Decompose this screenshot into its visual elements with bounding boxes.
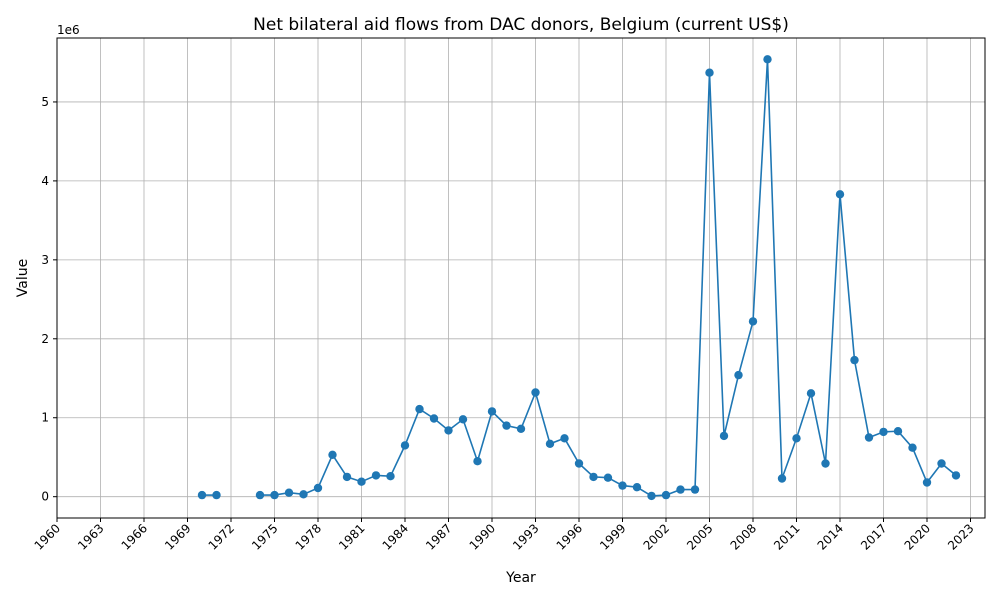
data-point — [937, 459, 946, 468]
x-tick-label: 1996 — [554, 521, 585, 552]
data-point — [748, 317, 758, 326]
grid-lines — [56, 38, 985, 518]
data-point — [893, 427, 903, 436]
series-line — [260, 59, 957, 497]
x-tick-label: 1963 — [75, 521, 106, 552]
data-point — [821, 459, 830, 468]
data-point — [545, 439, 555, 448]
y-tick-label: 2 — [41, 332, 49, 346]
x-tick-label: 1978 — [293, 521, 324, 552]
x-tick-label: 1972 — [206, 521, 237, 552]
data-point — [676, 485, 685, 494]
data-point — [197, 490, 207, 500]
x-tick-label: 1990 — [467, 521, 498, 552]
x-tick-label: 2014 — [815, 521, 846, 552]
data-point — [661, 490, 671, 500]
x-tick-label: 1975 — [249, 521, 280, 552]
y-tick-label: 5 — [41, 95, 49, 109]
x-tick-label: 2017 — [858, 521, 889, 552]
data-point — [864, 433, 874, 442]
data-point — [270, 490, 279, 500]
data-point — [603, 473, 613, 482]
data-point — [400, 441, 410, 450]
data-point — [473, 457, 482, 466]
x-tick-label: 1960 — [32, 521, 63, 552]
x-tick-label: 1993 — [510, 521, 541, 552]
data-point — [531, 388, 540, 397]
data-point — [444, 426, 453, 435]
data-point — [255, 490, 265, 500]
data-point — [284, 488, 294, 497]
data-point — [386, 472, 395, 481]
data-point — [371, 471, 381, 480]
data-point — [879, 427, 888, 437]
data-point — [951, 471, 961, 480]
x-tick-label: 2008 — [728, 521, 759, 552]
data-point — [618, 481, 627, 490]
data-point — [792, 434, 801, 443]
data-point — [690, 485, 700, 494]
data-point — [458, 415, 468, 424]
y-tick-label: 3 — [41, 253, 49, 267]
x-tick-label: 1966 — [119, 521, 150, 552]
y-axis-label: Value — [15, 259, 31, 297]
x-tick-label: 2011 — [771, 521, 802, 552]
data-point — [734, 370, 743, 380]
data-point — [429, 414, 439, 423]
data-point — [487, 407, 497, 416]
series-layer — [197, 55, 961, 501]
data-point — [835, 190, 845, 199]
data-point — [589, 472, 598, 482]
data-point — [763, 55, 772, 64]
data-point — [647, 491, 656, 501]
data-point — [502, 421, 511, 430]
data-point — [299, 490, 308, 499]
data-point — [560, 434, 569, 443]
x-tick-label: 1981 — [336, 521, 367, 552]
x-tick-label: 1969 — [162, 521, 193, 552]
y-axis-offset-label: 1e6 — [57, 23, 80, 37]
data-point — [212, 490, 221, 500]
plot-frame — [56, 37, 986, 519]
data-point — [313, 483, 323, 493]
x-tick-label: 2005 — [684, 521, 715, 552]
data-point — [342, 472, 352, 482]
data-point — [806, 389, 816, 398]
x-axis-label: Year — [505, 570, 536, 586]
data-point — [850, 355, 859, 365]
x-tick-label: 2023 — [945, 521, 976, 552]
data-point — [574, 459, 584, 468]
x-tick-label: 1987 — [423, 521, 454, 552]
axis-ticks: 1960 1963 1966 1969 1972 1975 1978 1981 1984 1987… — [32, 95, 977, 553]
data-point — [516, 424, 526, 433]
x-tick-label: 1999 — [597, 521, 628, 552]
x-tick-label: 2020 — [902, 521, 933, 552]
data-point — [922, 478, 932, 487]
data-point — [908, 443, 917, 452]
chart-title: Net bilateral aid flows from DAC donors,… — [253, 15, 789, 35]
y-tick-label: 1 — [41, 411, 49, 425]
x-tick-label: 2002 — [641, 521, 672, 552]
y-tick-label: 0 — [41, 490, 49, 504]
data-point — [415, 404, 424, 414]
data-point — [705, 68, 714, 77]
data-point — [719, 431, 729, 441]
data-point — [632, 483, 642, 492]
data-point — [357, 477, 366, 486]
data-point — [777, 474, 787, 483]
y-tick-label: 4 — [41, 174, 49, 188]
data-point — [328, 450, 337, 459]
x-tick-label: 1984 — [380, 521, 411, 552]
